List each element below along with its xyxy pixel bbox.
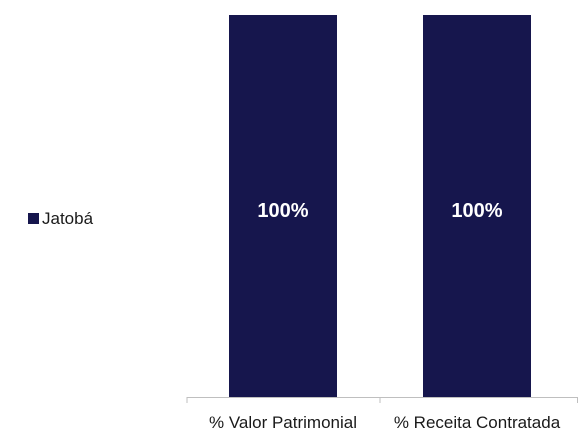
bars: 100% 100% bbox=[229, 15, 531, 397]
data-label-1: 100% bbox=[451, 200, 502, 222]
x-tick-label-1: % Receita Contratada bbox=[394, 413, 561, 430]
legend-label-jatoba: Jatobá bbox=[42, 209, 94, 228]
legend-swatch-jatoba bbox=[28, 213, 39, 224]
data-label-0: 100% bbox=[257, 200, 308, 222]
bar-1 bbox=[423, 15, 531, 397]
x-axis: % Valor Patrimonial % Receita Contratada bbox=[186, 397, 578, 430]
bar-0 bbox=[229, 15, 337, 397]
legend: Jatobá bbox=[28, 209, 94, 228]
x-tick-label-0: % Valor Patrimonial bbox=[209, 413, 357, 430]
